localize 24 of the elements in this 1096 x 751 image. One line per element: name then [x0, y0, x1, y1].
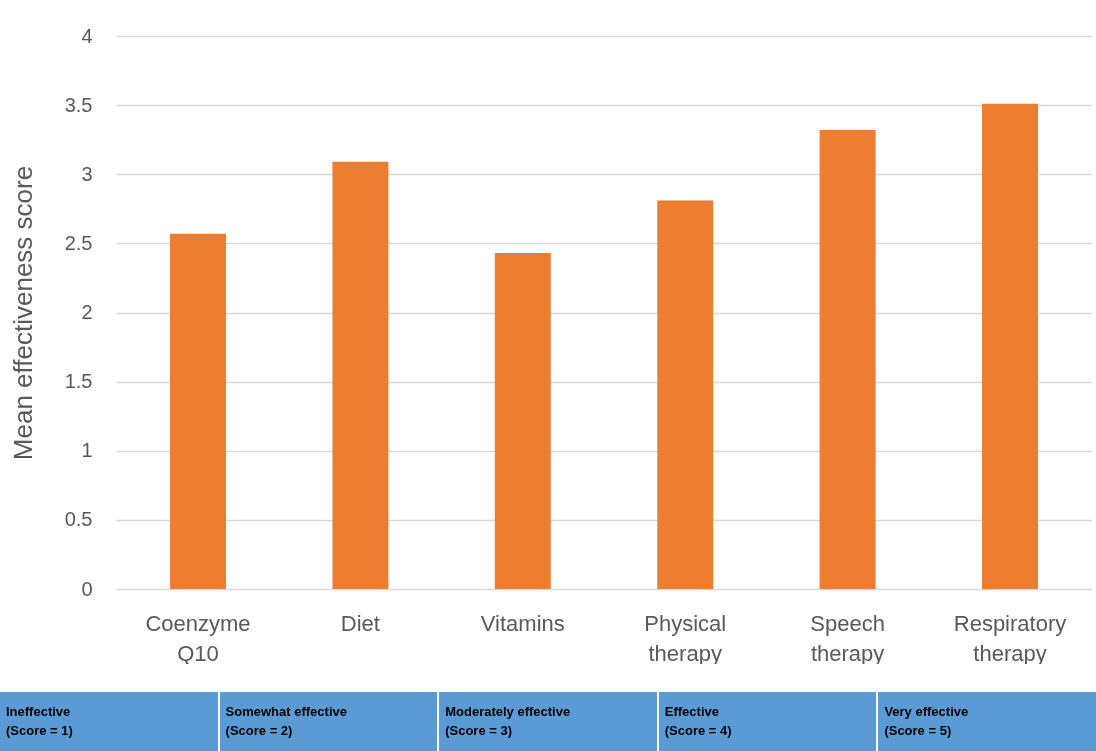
- y-tick-label: 3: [81, 162, 93, 185]
- bar: [494, 253, 551, 589]
- text: Ineffective (Score = 1): [0, 692, 218, 751]
- y-tick-label: 2: [81, 301, 93, 323]
- y-tick-label: 4: [81, 24, 93, 47]
- y-tick-label: 0.5: [64, 508, 93, 531]
- text: Somewhat effective (Score = 2): [217, 692, 438, 751]
- bar: [981, 103, 1038, 589]
- text: Very effective (Score = 5): [876, 692, 1096, 751]
- y-tick-label: 0: [81, 577, 93, 600]
- bar: [170, 233, 227, 589]
- y-axis-title: Mean effectiveness score: [7, 165, 38, 461]
- x-tick-label: Coenzyme Q10: [145, 610, 251, 666]
- bar: [332, 161, 389, 589]
- text: Effective (Score = 4): [656, 692, 877, 751]
- y-tick-label: 2.5: [64, 231, 93, 254]
- bar: [819, 130, 876, 589]
- y-tick-label: 1.5: [64, 370, 93, 393]
- bar: [657, 200, 714, 589]
- y-tick-label: 1: [81, 439, 93, 462]
- x-tick-label: Diet: [340, 610, 380, 636]
- y-tick-label: 3.5: [64, 93, 93, 116]
- x-tick-label: Vitamins: [480, 610, 565, 636]
- text: Moderately effective (Score = 3): [437, 692, 657, 751]
